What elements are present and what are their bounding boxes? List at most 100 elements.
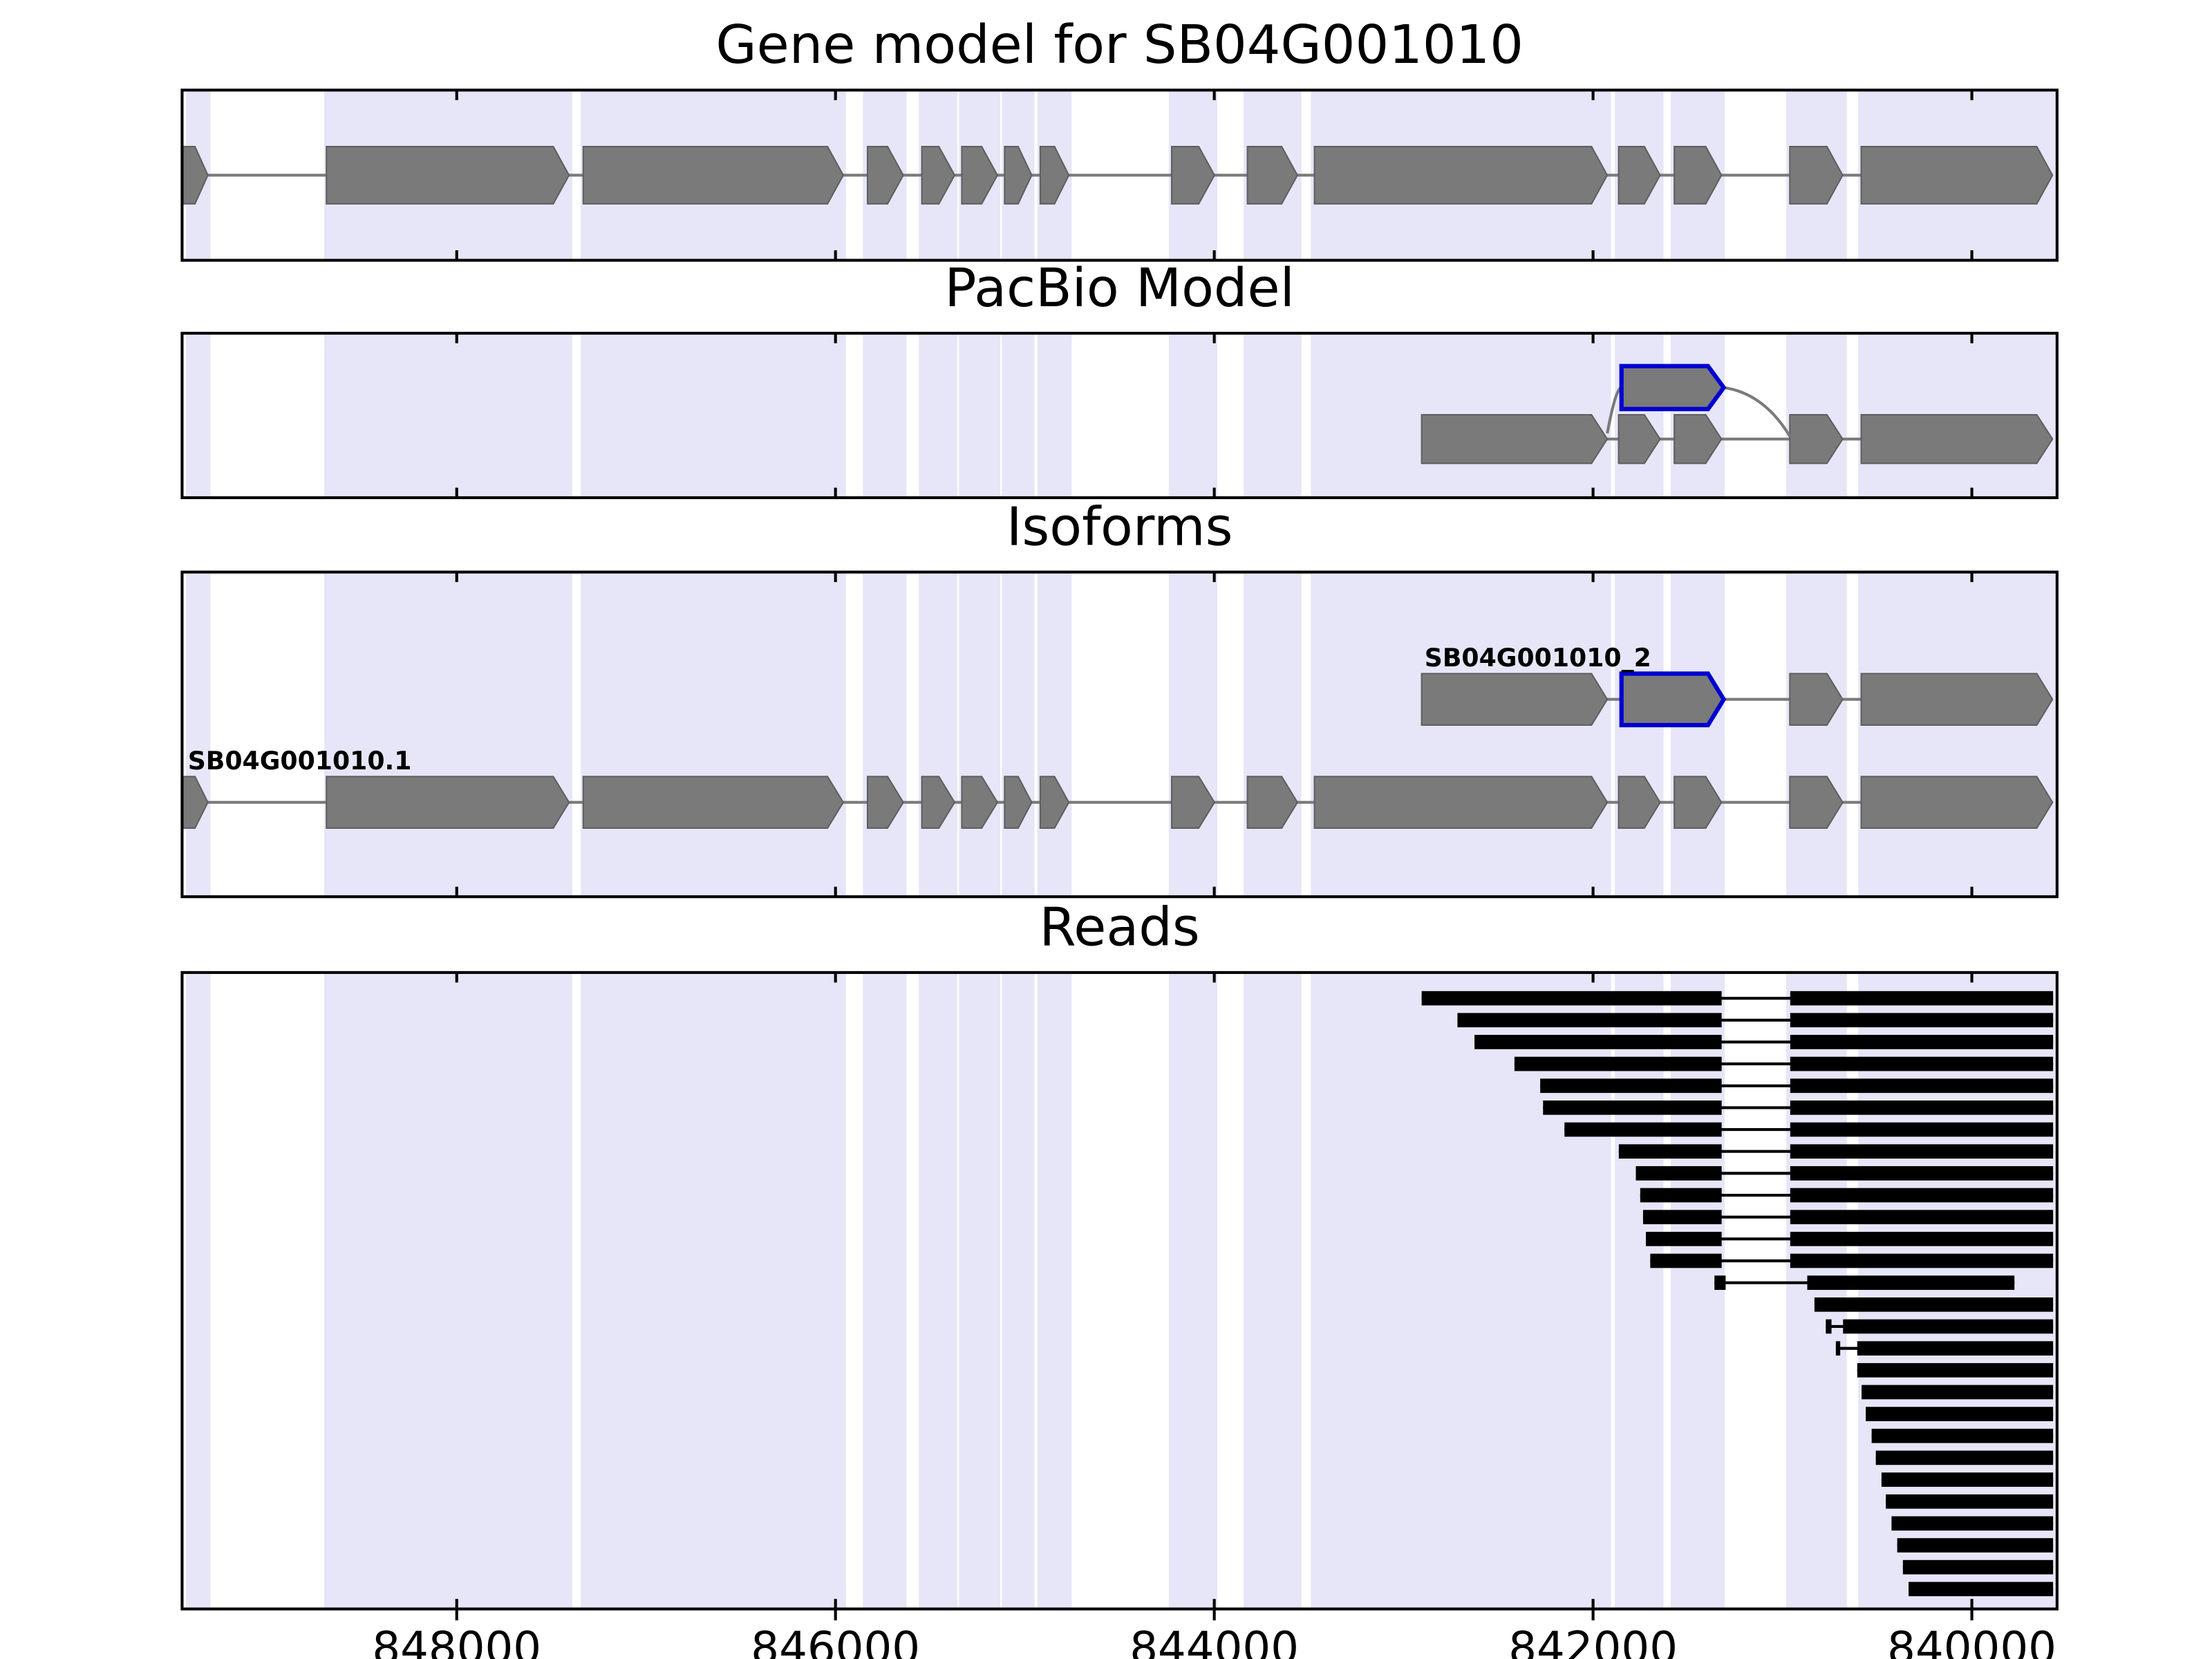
exon [1860, 776, 2054, 829]
read-block [1514, 1056, 1722, 1071]
exon [1789, 146, 1844, 205]
read-block [1790, 1232, 2054, 1246]
highlight-band [1786, 572, 1847, 897]
highlight-band [863, 572, 907, 897]
read-block [1814, 1297, 2054, 1312]
read-block [1866, 1407, 2054, 1421]
read-block [1790, 1166, 2054, 1181]
highlight-band [1615, 572, 1664, 897]
highlight-band [863, 333, 907, 498]
read-block [1857, 1362, 2054, 1378]
read-block [1540, 1078, 1722, 1094]
x-tick-label: 844000 [1130, 1622, 1299, 1659]
panel-border [180, 88, 2059, 262]
read-block [1909, 1582, 2054, 1597]
exon [582, 146, 845, 205]
highlight-band [185, 972, 211, 1609]
read-block [1807, 1275, 2015, 1290]
exon [1789, 413, 1844, 465]
read-block [1790, 991, 2054, 1006]
highlight-band [581, 572, 846, 897]
exon [1860, 146, 2054, 205]
exon [921, 776, 956, 829]
highlight-band [1786, 972, 1847, 1609]
exon [326, 146, 570, 205]
highlight-band [1168, 333, 1218, 498]
read-block [1891, 1516, 2054, 1531]
highlight-band [959, 972, 1001, 1609]
exon [1004, 146, 1033, 205]
exon [1618, 776, 1661, 829]
exon [1618, 146, 1661, 205]
panel-title: Isoforms [1006, 496, 1233, 558]
read-block [1790, 1035, 2054, 1049]
exon [1789, 673, 1844, 726]
read-block [1843, 1319, 2054, 1334]
exon-highlighted [1619, 364, 1727, 411]
exon-highlighted [1619, 671, 1727, 728]
exon [1313, 776, 1609, 829]
highlight-band [919, 972, 958, 1609]
highlight-band [1002, 333, 1035, 498]
exon [1170, 146, 1216, 205]
read-block [1875, 1450, 2054, 1465]
exon [1004, 776, 1033, 829]
highlight-band [1168, 972, 1218, 1609]
read-block [1886, 1494, 2054, 1509]
exon [1313, 146, 1609, 205]
panel-pacbio: PacBio Model [180, 258, 2059, 500]
read-block [1714, 1275, 1726, 1290]
panel-gene-model: Gene model for SB04G001010 [180, 15, 2059, 262]
read-block [1862, 1385, 2054, 1400]
highlight-band [959, 572, 1001, 897]
exon [1421, 413, 1609, 465]
highlight-band [959, 333, 1001, 498]
highlight-band [1002, 972, 1035, 1609]
highlight-band [1037, 333, 1072, 498]
panel-title: PacBio Model [944, 258, 1295, 319]
highlight-band [863, 972, 907, 1609]
highlight-band [581, 333, 846, 498]
read-block [1790, 1013, 2054, 1028]
exon [1246, 146, 1299, 205]
panel-title: Reads [1040, 897, 1200, 959]
exon [1674, 413, 1723, 465]
highlight-band [919, 333, 958, 498]
read-block [1790, 1056, 2054, 1071]
exon [866, 146, 904, 205]
alt-splice-curve [1723, 386, 1792, 438]
exon [326, 776, 570, 829]
read-block [1650, 1253, 1722, 1268]
exon [921, 146, 956, 205]
read-block [1790, 1253, 2054, 1268]
highlight-band [1002, 572, 1035, 897]
panel-border [180, 971, 2059, 1611]
read-block [1835, 1341, 1841, 1356]
exon [961, 776, 999, 829]
panel-border [180, 332, 2059, 500]
x-tick-label: 842000 [1508, 1622, 1678, 1659]
read-block [1790, 1188, 2054, 1203]
exon [1039, 146, 1070, 205]
highlight-band [1311, 572, 1611, 897]
read-block [1635, 1166, 1722, 1181]
exon [1039, 776, 1070, 829]
read-block [1640, 1188, 1722, 1203]
highlight-band [1244, 972, 1302, 1609]
exon [961, 146, 999, 205]
read-block [1474, 1035, 1722, 1049]
read-block [1457, 1013, 1722, 1028]
exon [1860, 673, 2054, 726]
highlight-band [1037, 972, 1072, 1609]
read-block [1826, 1319, 1832, 1334]
exon [582, 776, 845, 829]
panel-isoforms: SB04G001010_2 SB04G001010.1 Isoforms [180, 496, 2059, 899]
highlight-band [324, 572, 572, 897]
exon [1674, 146, 1723, 205]
highlight-band [185, 333, 211, 498]
read-block [1871, 1428, 2054, 1443]
highlight-band [1670, 572, 1725, 897]
highlight-band [1670, 972, 1725, 1609]
exon [866, 776, 904, 829]
read-block [1790, 1210, 2054, 1225]
